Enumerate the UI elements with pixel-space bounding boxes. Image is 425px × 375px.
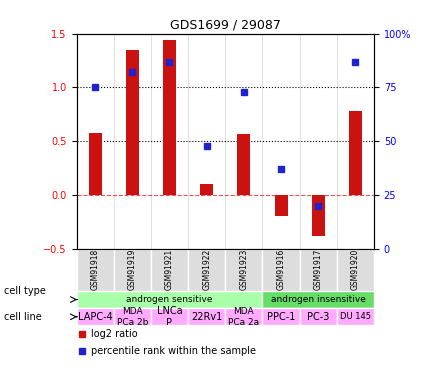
FancyBboxPatch shape	[113, 249, 151, 291]
Text: GSM91919: GSM91919	[128, 249, 137, 291]
FancyBboxPatch shape	[337, 249, 374, 291]
FancyBboxPatch shape	[225, 249, 262, 291]
FancyBboxPatch shape	[225, 308, 262, 326]
FancyBboxPatch shape	[300, 308, 337, 326]
Bar	[275, 195, 288, 216]
Text: log2 ratio: log2 ratio	[91, 329, 138, 339]
FancyBboxPatch shape	[151, 308, 188, 326]
FancyBboxPatch shape	[76, 249, 113, 291]
Text: MDA
PCa 2b: MDA PCa 2b	[116, 307, 148, 327]
FancyBboxPatch shape	[76, 308, 113, 326]
Text: LAPC-4: LAPC-4	[78, 312, 113, 322]
Text: 22Rv1: 22Rv1	[191, 312, 222, 322]
FancyBboxPatch shape	[113, 308, 151, 326]
FancyBboxPatch shape	[262, 249, 300, 291]
Text: GSM91916: GSM91916	[277, 249, 286, 291]
Text: GSM91917: GSM91917	[314, 249, 323, 291]
Text: GSM91922: GSM91922	[202, 249, 211, 290]
Bar	[312, 195, 325, 236]
Text: androgen sensitive: androgen sensitive	[126, 295, 213, 304]
Bar	[200, 184, 213, 195]
Text: PC-3: PC-3	[307, 312, 329, 322]
Text: DU 145: DU 145	[340, 312, 371, 321]
FancyBboxPatch shape	[151, 249, 188, 291]
Bar	[88, 133, 102, 195]
Text: PPC-1: PPC-1	[267, 312, 295, 322]
FancyBboxPatch shape	[262, 291, 374, 308]
Text: cell type: cell type	[4, 286, 46, 296]
Text: MDA
PCa 2a: MDA PCa 2a	[228, 307, 259, 327]
Text: androgen insensitive: androgen insensitive	[271, 295, 366, 304]
FancyBboxPatch shape	[300, 249, 337, 291]
Text: GSM91923: GSM91923	[239, 249, 248, 291]
Text: percentile rank within the sample: percentile rank within the sample	[91, 346, 256, 356]
Text: GSM91920: GSM91920	[351, 249, 360, 291]
FancyBboxPatch shape	[188, 249, 225, 291]
Bar	[237, 134, 250, 195]
Text: GSM91918: GSM91918	[91, 249, 99, 290]
FancyBboxPatch shape	[76, 291, 262, 308]
Text: GSM91921: GSM91921	[165, 249, 174, 290]
Text: LNCa
P: LNCa P	[157, 306, 182, 328]
FancyBboxPatch shape	[337, 308, 374, 326]
FancyBboxPatch shape	[188, 308, 225, 326]
Bar	[163, 40, 176, 195]
Title: GDS1699 / 29087: GDS1699 / 29087	[170, 18, 280, 31]
Bar	[349, 111, 362, 195]
Text: cell line: cell line	[4, 312, 42, 322]
FancyBboxPatch shape	[262, 308, 300, 326]
Bar	[126, 50, 139, 195]
